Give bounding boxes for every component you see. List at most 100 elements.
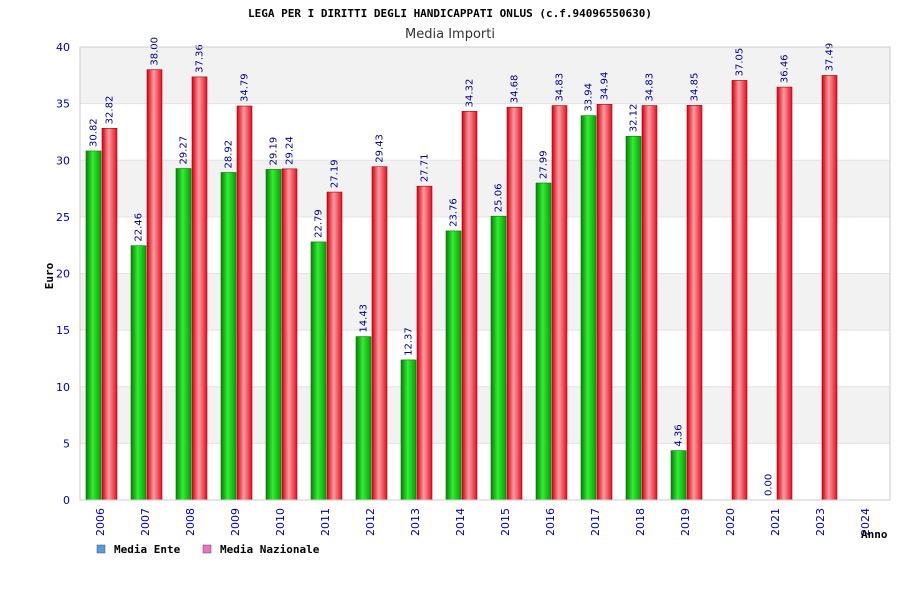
y-tick-label: 10 [56,381,70,394]
bar-media-nazionale [461,111,478,501]
bar-media-ente [175,168,192,501]
plot-band [80,216,890,274]
bar-media-ente [310,241,327,501]
data-label: 30.82 [89,118,100,147]
data-label: 32.12 [629,104,640,133]
plot-band [80,330,890,387]
bar-media-nazionale [506,106,523,501]
bars [85,69,838,501]
bar-media-nazionale [326,191,343,501]
legend-label-media-ente: Media Ente [114,543,181,556]
chart-title: LEGA PER I DIRITTI DEGLI HANDICAPPATI ON… [248,7,652,20]
data-label: 27.71 [420,154,431,183]
bar-media-ente [535,182,552,501]
plot-band [80,160,890,217]
bar-media-ente [355,336,372,501]
x-tick-label: 2019 [679,508,692,536]
data-label: 23.76 [449,198,460,227]
y-tick-label: 30 [56,154,70,167]
data-label: 12.37 [404,327,415,356]
data-label: 4.36 [674,424,685,446]
x-tick-label: 2008 [184,508,197,536]
x-tick-label: 2023 [814,508,827,536]
plot-band [80,47,890,104]
data-label: 28.92 [224,140,235,169]
x-tick-label: 2007 [139,508,152,536]
data-label: 37.36 [195,44,206,73]
plot-band [80,443,890,500]
data-label: 34.94 [600,72,611,101]
data-label: 29.24 [285,136,296,165]
x-tick-label: 2014 [454,508,467,536]
plot-background [80,47,890,500]
chart-subtitle: Media Importi [405,27,495,42]
legend-label-media-nazionale: Media Nazionale [220,543,320,556]
bar-media-ente [625,135,642,501]
bar-media-nazionale [641,105,658,501]
data-label: 29.43 [375,134,386,163]
data-label: 36.46 [780,54,791,83]
data-label: 27.19 [330,159,341,188]
x-tick-label: 2017 [589,508,602,536]
x-tick-label: 2013 [409,508,422,536]
bar-media-nazionale [191,76,208,501]
plot-frame [79,46,891,501]
plot-band [80,273,890,331]
data-label: 34.83 [555,73,566,102]
data-label: 33.94 [584,83,595,112]
x-tick-label: 2016 [544,508,557,536]
x-axis-ticks: 2006 2007 2008 2009 2010 2011 2012 2013 2014 2015… [94,508,872,536]
x-tick-label: 2024 [859,508,872,536]
x-tick-label: 2020 [724,508,737,536]
bar-media-nazionale [686,105,703,501]
bar-media-ente [490,215,507,501]
legend-swatch-media-nazionale [202,544,212,554]
data-label: 37.49 [825,43,836,72]
data-label: 32.82 [105,96,116,125]
data-label: 37.05 [735,48,746,77]
bar-media-ente [400,359,417,501]
data-label: 38.00 [150,37,161,66]
plot-band [80,386,890,444]
y-tick-label: 25 [56,211,70,224]
y-tick-label: 20 [56,268,70,281]
x-tick-label: 2021 [769,508,782,536]
plot-band [80,103,890,161]
bar-media-nazionale [281,168,298,501]
y-tick-label: 35 [56,98,70,111]
bar-media-nazionale [101,128,118,501]
x-tick-label: 2009 [229,508,242,536]
data-label: 0.00 [764,474,775,496]
bar-media-nazionale [551,105,568,501]
y-tick-label: 15 [56,324,70,337]
data-label: 29.27 [179,136,190,165]
bar-media-nazionale [146,69,163,501]
data-label: 34.83 [645,73,656,102]
data-label: 34.68 [510,75,521,104]
value-labels: 30.82 32.82 22.46 38.00 29.27 37.36 28.92 34.79… [89,37,836,496]
x-tick-label: 2010 [274,508,287,536]
x-axis-label: Anno [861,528,888,541]
bar-media-nazionale [371,166,388,501]
bar-media-ente [220,172,237,501]
bar-media-ente [580,115,597,501]
bar-media-ente [85,150,102,501]
data-label: 27.99 [539,150,550,179]
bar-media-ente [445,230,462,501]
data-label: 34.32 [465,79,476,108]
y-tick-label: 0 [63,494,70,507]
data-label: 22.79 [314,209,325,238]
data-label: 14.43 [359,304,370,333]
data-label: 22.46 [134,213,145,242]
y-axis-ticks: 0 5 10 15 20 25 30 35 40 [56,41,70,507]
bar-media-nazionale [731,80,748,501]
bar-media-nazionale [596,104,613,501]
bar-media-nazionale [416,185,433,501]
x-tick-label: 2018 [634,508,647,536]
bar-media-nazionale [776,86,793,501]
x-tick-label: 2006 [94,508,107,536]
y-axis-label: Euro [43,262,56,289]
data-label: 34.79 [240,73,251,102]
data-label: 29.19 [269,137,280,166]
